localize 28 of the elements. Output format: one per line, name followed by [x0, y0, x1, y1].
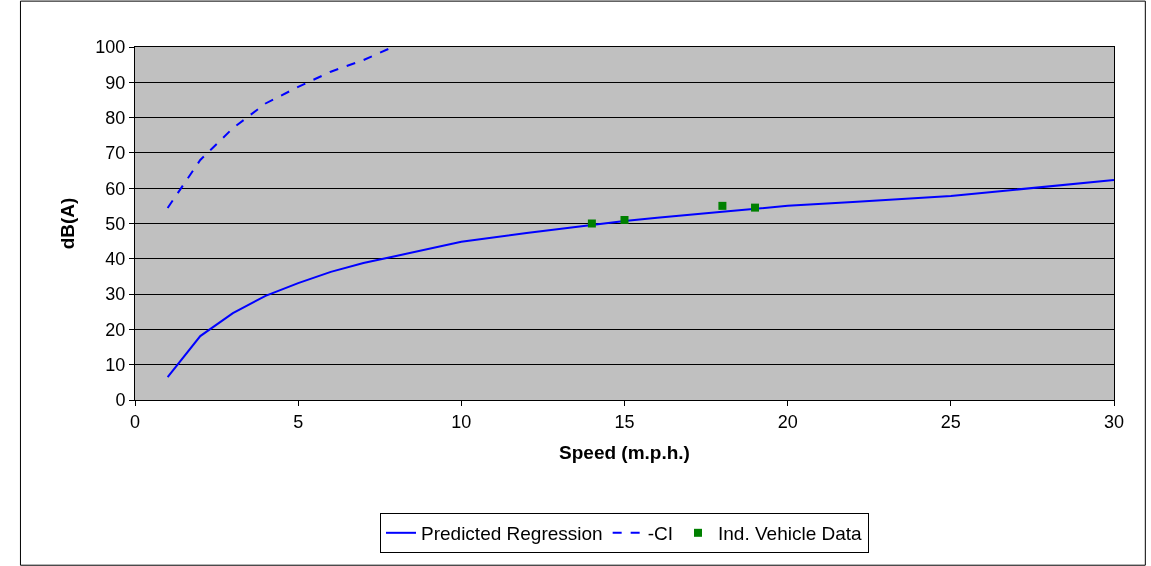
legend-label: -CI — [647, 523, 673, 545]
x-tick-label: 15 — [614, 411, 635, 432]
x-tick-label: 0 — [129, 411, 141, 432]
y-tick-label: 0 — [115, 390, 126, 411]
x-axis-title: Speed (m.p.h.) — [559, 442, 690, 464]
y-tick-label: 90 — [105, 72, 126, 93]
x-tick-label: 30 — [1103, 411, 1125, 432]
point — [587, 219, 596, 228]
x-tick-label: 10 — [451, 411, 472, 432]
point — [751, 203, 760, 212]
y-axis-title: dB(A) — [57, 197, 79, 250]
x-tick-label: 20 — [777, 411, 798, 432]
y-tick-label: 60 — [105, 178, 126, 199]
y-tick-label: 80 — [105, 107, 126, 128]
x-tick-label: 25 — [940, 411, 961, 432]
y-tick-label: 100 — [95, 37, 126, 58]
point — [718, 201, 727, 210]
line-series — [166, 179, 1114, 379]
y-tick-label: 50 — [105, 213, 126, 234]
x-tick-label: 5 — [293, 411, 304, 432]
y-tick-label: 30 — [105, 284, 126, 305]
legend-label: Predicted Regression — [421, 523, 603, 545]
legend-label: Ind. Vehicle Data — [717, 523, 863, 545]
y-tick-label: 20 — [105, 319, 126, 340]
y-tick-label: 40 — [105, 249, 126, 270]
point — [620, 215, 629, 224]
y-tick-label: 70 — [105, 143, 126, 164]
y-tick-label: 10 — [105, 355, 126, 375]
